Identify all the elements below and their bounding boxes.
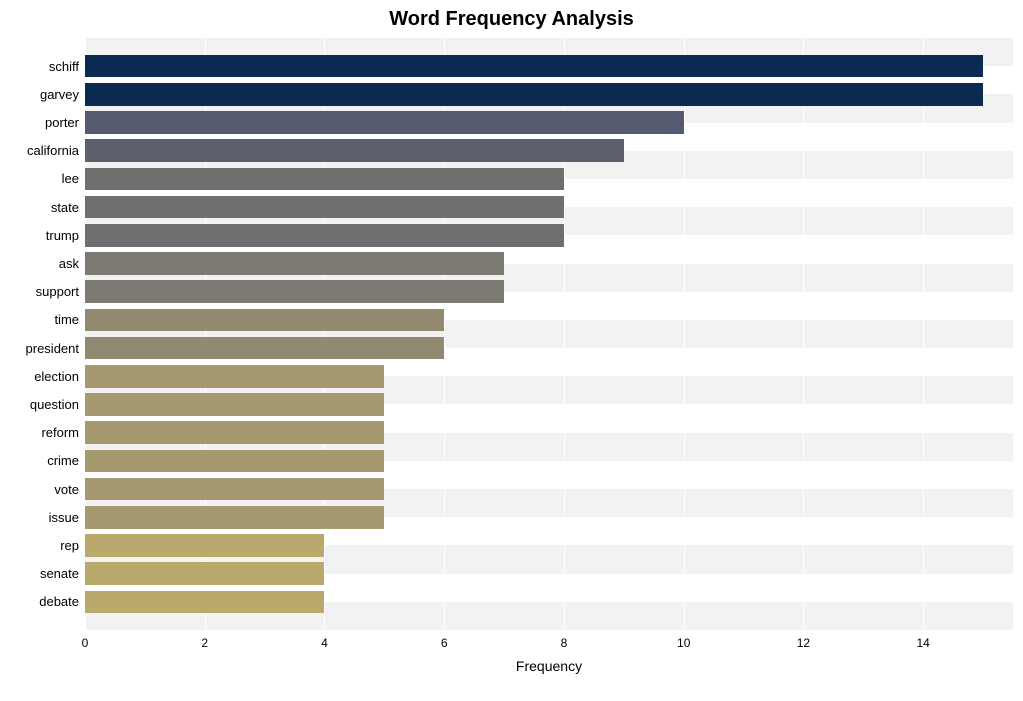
- y-tick-label: debate: [39, 594, 79, 609]
- y-tick-label: vote: [54, 482, 79, 497]
- bar: [85, 421, 384, 444]
- y-tick-label: rep: [60, 538, 79, 553]
- x-gridline: [803, 38, 805, 630]
- y-tick-label: time: [54, 312, 79, 327]
- y-tick-label: question: [30, 397, 79, 412]
- y-tick-label: state: [51, 200, 79, 215]
- x-axis-label: Frequency: [85, 658, 1013, 674]
- x-tick-label: 4: [321, 636, 328, 650]
- y-tick-label: president: [26, 341, 79, 356]
- chart-container: Word Frequency Analysis Frequency 0 2 4 6 8 1…: [0, 0, 1023, 701]
- y-tick-label: porter: [45, 115, 79, 130]
- bar: [85, 591, 324, 614]
- x-tick-label: 0: [82, 636, 89, 650]
- y-tick-label: election: [34, 369, 79, 384]
- bar: [85, 224, 564, 247]
- bar: [85, 337, 444, 360]
- x-tick-label: 14: [917, 636, 930, 650]
- bar: [85, 139, 624, 162]
- bar: [85, 534, 324, 557]
- bar: [85, 365, 384, 388]
- x-tick-label: 2: [201, 636, 208, 650]
- bar: [85, 111, 684, 134]
- bar: [85, 478, 384, 501]
- bar: [85, 55, 983, 78]
- bar: [85, 506, 384, 529]
- y-tick-label: garvey: [40, 87, 79, 102]
- x-tick-label: 8: [561, 636, 568, 650]
- x-tick-label: 12: [797, 636, 810, 650]
- y-tick-label: reform: [41, 425, 79, 440]
- bar: [85, 562, 324, 585]
- y-tick-label: schiff: [49, 59, 79, 74]
- y-tick-label: senate: [40, 566, 79, 581]
- x-tick-label: 6: [441, 636, 448, 650]
- x-gridline: [684, 38, 686, 630]
- chart-title: Word Frequency Analysis: [0, 8, 1023, 31]
- bar: [85, 168, 564, 191]
- x-gridline: [923, 38, 925, 630]
- y-tick-label: ask: [59, 256, 79, 271]
- x-tick-label: 10: [677, 636, 690, 650]
- bar: [85, 252, 504, 275]
- y-tick-label: support: [36, 284, 79, 299]
- bar: [85, 280, 504, 303]
- bar: [85, 393, 384, 416]
- bar: [85, 196, 564, 219]
- y-tick-label: issue: [49, 510, 79, 525]
- plot-area: [85, 38, 1013, 630]
- bar: [85, 83, 983, 106]
- y-tick-label: lee: [62, 171, 79, 186]
- y-tick-label: crime: [47, 453, 79, 468]
- bar: [85, 450, 384, 473]
- bar: [85, 309, 444, 332]
- y-tick-label: trump: [46, 228, 79, 243]
- y-tick-label: california: [27, 143, 79, 158]
